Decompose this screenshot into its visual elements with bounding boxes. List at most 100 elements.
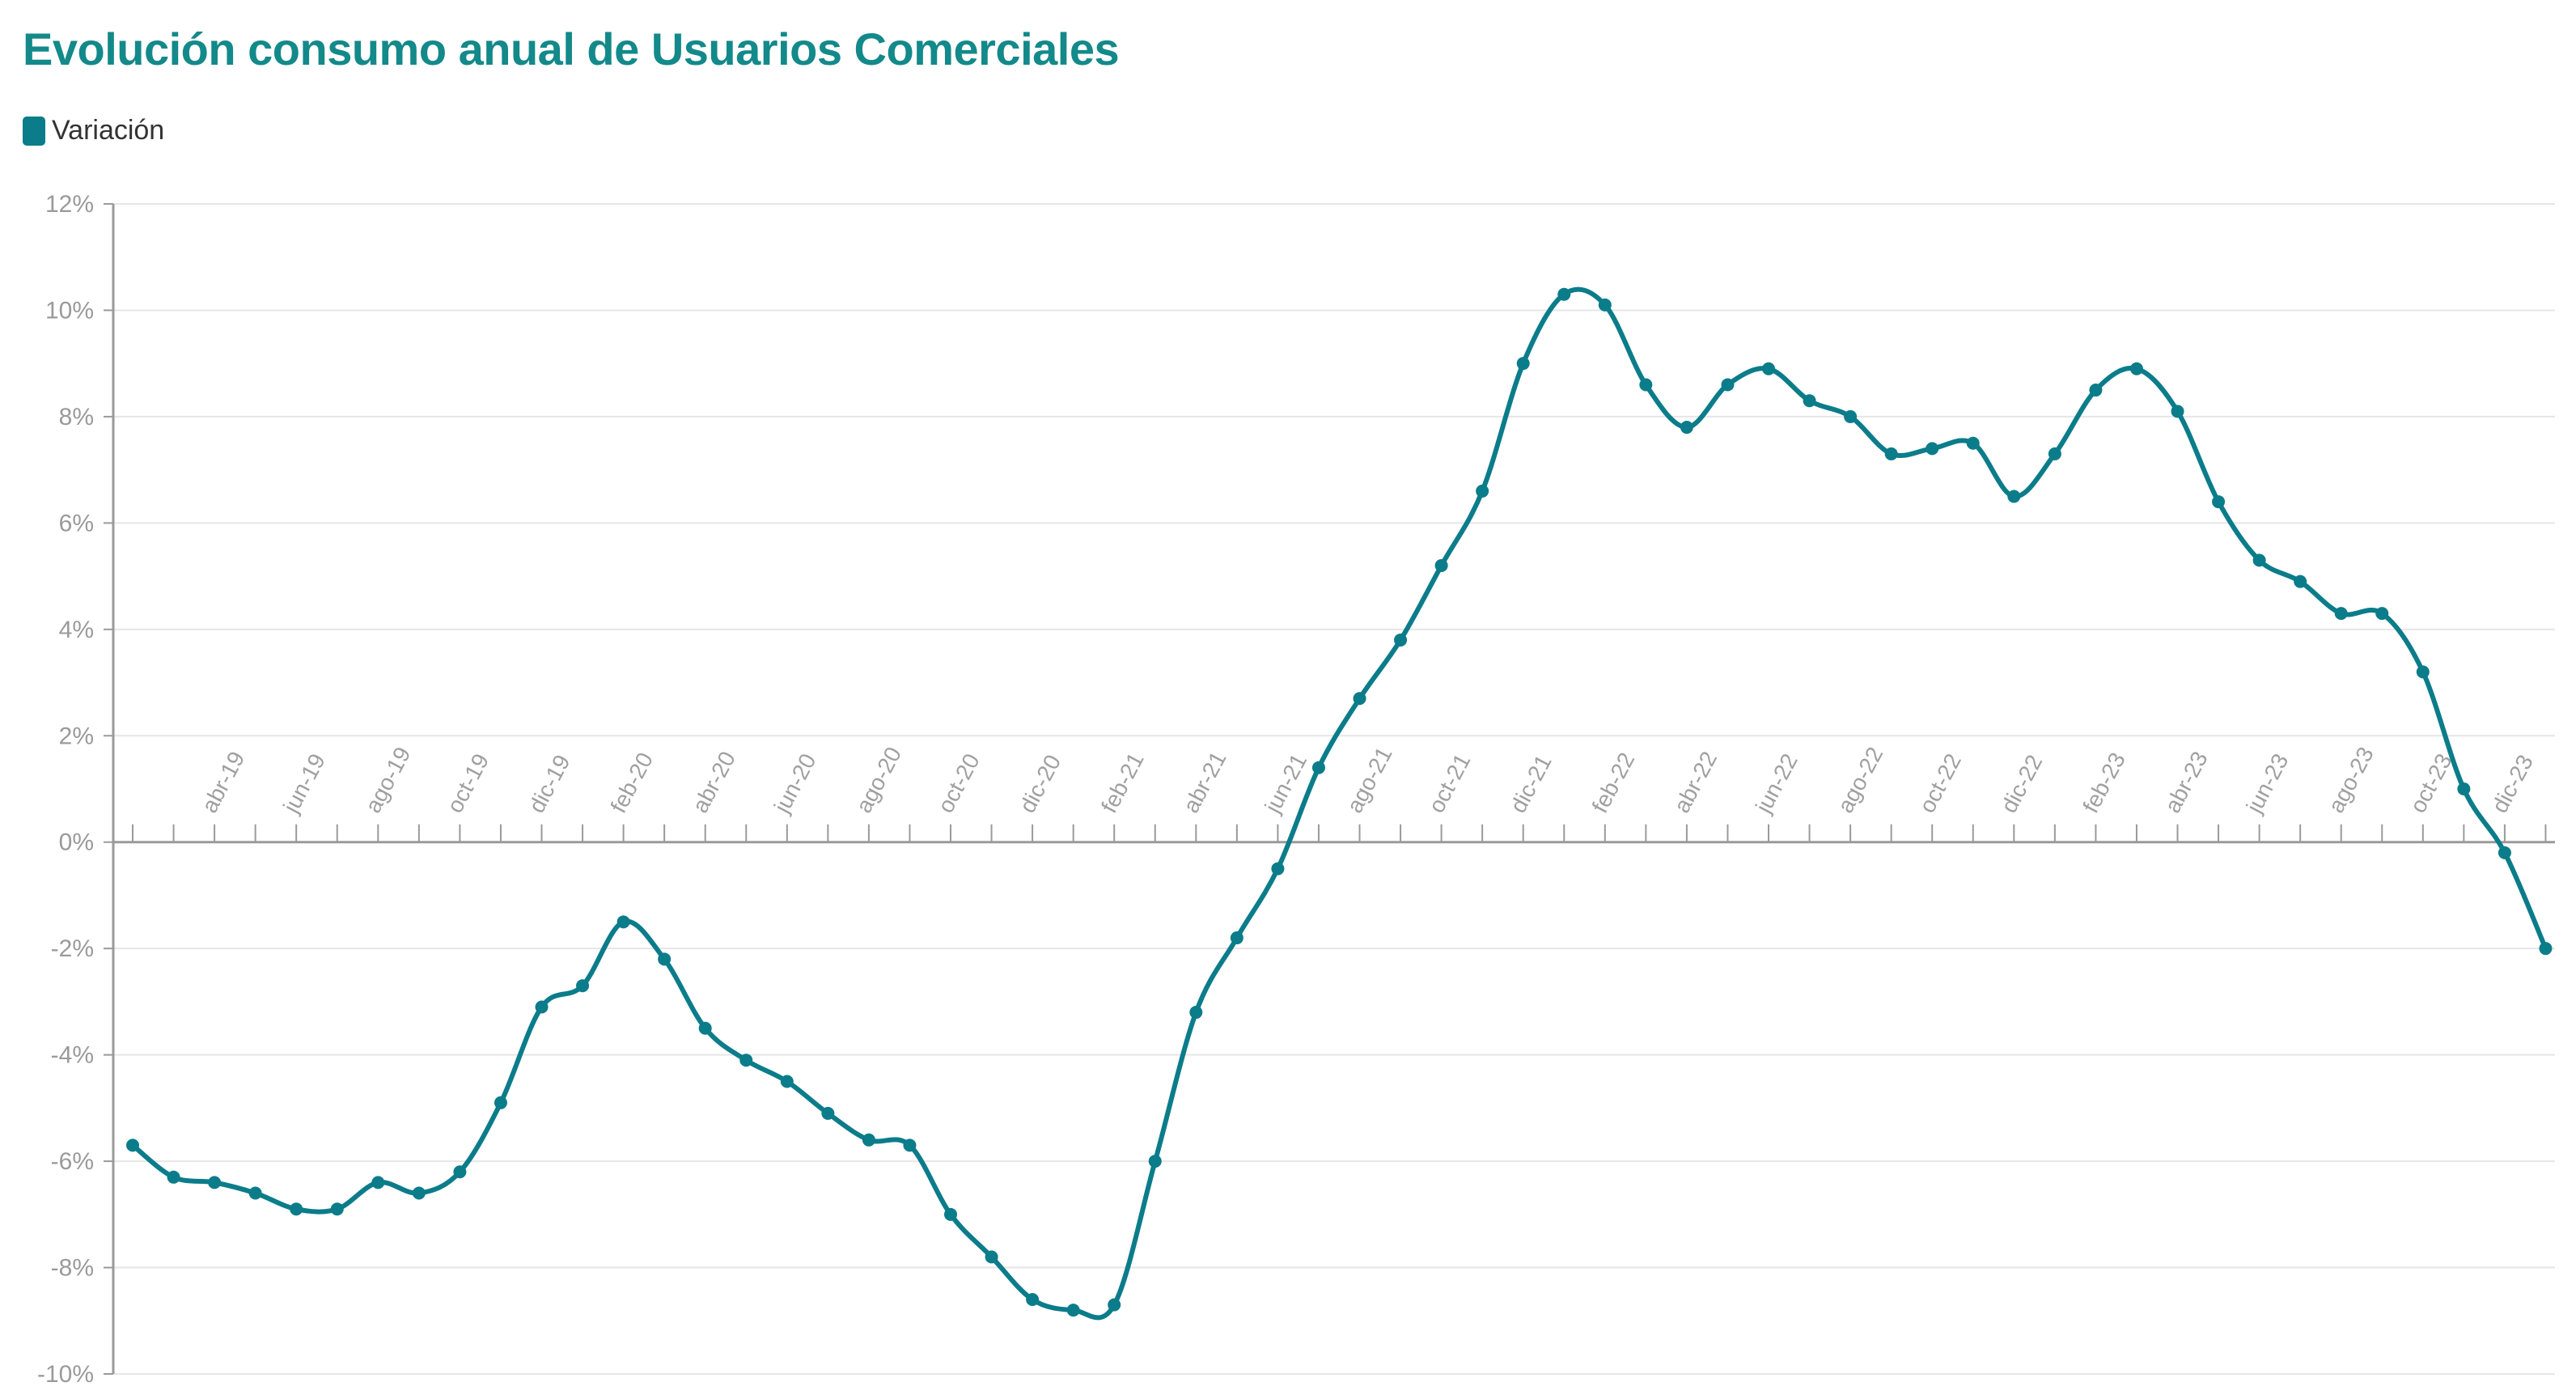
x-tick-label: oct-22 xyxy=(1914,749,1966,816)
x-tick-label: abr-22 xyxy=(1669,748,1722,817)
x-tick-label: dic-21 xyxy=(1506,751,1557,817)
data-point xyxy=(780,1075,794,1088)
x-tick-label: ago-23 xyxy=(2324,743,2379,817)
data-point xyxy=(2089,384,2103,397)
x-tick-label: oct-19 xyxy=(442,749,494,816)
data-point xyxy=(1394,633,1408,647)
data-point xyxy=(1148,1155,1162,1168)
x-tick-label: abr-19 xyxy=(197,748,249,817)
data-point xyxy=(576,979,590,993)
data-point xyxy=(2129,362,2143,375)
data-point xyxy=(2048,447,2061,460)
data-point xyxy=(371,1176,385,1189)
data-point xyxy=(1844,409,1858,423)
x-tick-label: ago-19 xyxy=(360,743,415,817)
data-point xyxy=(1721,378,1735,392)
y-tick-label: 0% xyxy=(59,829,94,856)
data-point xyxy=(658,952,672,966)
x-tick-label: dic-20 xyxy=(1015,751,1066,817)
data-point xyxy=(862,1133,875,1147)
data-point xyxy=(167,1170,180,1184)
x-tick-label: ago-20 xyxy=(851,743,906,817)
x-tick-label: feb-22 xyxy=(1587,748,1640,817)
data-point xyxy=(1476,484,1489,498)
x-tick-label: dic-22 xyxy=(1996,751,2047,817)
y-tick-label: 6% xyxy=(59,510,94,536)
x-tick-label: abr-21 xyxy=(1178,748,1231,817)
x-tick-label: oct-23 xyxy=(2405,749,2457,816)
axes xyxy=(104,203,2555,1375)
data-point xyxy=(1926,442,1939,456)
data-point xyxy=(1762,362,1775,375)
data-point xyxy=(2375,607,2389,621)
y-tick-label: -6% xyxy=(51,1148,94,1175)
data-point xyxy=(903,1138,917,1152)
gridlines xyxy=(113,203,2555,1375)
data-point xyxy=(2334,607,2348,621)
data-point xyxy=(208,1176,222,1189)
data-point xyxy=(1803,394,1816,408)
x-tick-label: oct-21 xyxy=(1424,749,1476,816)
x-tick-label: jun-22 xyxy=(1750,749,1802,817)
data-point xyxy=(412,1186,426,1200)
data-point xyxy=(821,1106,835,1120)
legend: Variación xyxy=(23,115,164,146)
data-point xyxy=(1680,421,1693,435)
x-tick-label: abr-23 xyxy=(2159,748,2212,817)
x-tick-label: feb-21 xyxy=(1096,748,1149,817)
data-point xyxy=(1353,692,1366,706)
data-point xyxy=(453,1165,467,1179)
data-point xyxy=(1434,558,1448,572)
y-tick-label: 2% xyxy=(59,723,94,749)
data-point xyxy=(2416,665,2430,679)
data-point xyxy=(2252,553,2266,567)
data-point xyxy=(330,1202,344,1216)
x-tick-label: jun-19 xyxy=(278,749,330,817)
y-axis-tick-labels: 12% 10% 8% 6% 4% 2% 0% -2% -4% -6% -8% -10% xyxy=(37,191,94,1388)
data-point xyxy=(1230,931,1244,945)
y-tick-label: -2% xyxy=(51,935,94,962)
x-tick-label: ago-22 xyxy=(1832,743,1888,817)
data-point xyxy=(739,1054,753,1067)
data-point xyxy=(698,1021,712,1035)
data-point xyxy=(2498,846,2511,859)
data-point xyxy=(535,1000,549,1014)
x-axis-tick-labels: abr-19 jun-19 ago-19 oct-19 dic-19 feb-20 abr-… xyxy=(197,743,2538,817)
data-point xyxy=(1108,1298,1121,1312)
data-point xyxy=(2457,782,2471,795)
data-point xyxy=(944,1207,957,1221)
x-tick-label: dic-23 xyxy=(2487,751,2538,817)
y-tick-label: -8% xyxy=(51,1255,94,1282)
y-tick-label: -10% xyxy=(37,1361,94,1388)
data-point xyxy=(2539,942,2553,956)
data-point xyxy=(1026,1292,1040,1306)
data-point xyxy=(1189,1006,1203,1020)
data-point xyxy=(1966,436,1980,450)
legend-label: Variación xyxy=(52,115,165,146)
data-point xyxy=(1639,378,1653,392)
data-point xyxy=(126,1138,139,1152)
data-point xyxy=(985,1250,998,1264)
data-point xyxy=(1311,761,1325,774)
y-tick-label: 10% xyxy=(45,297,94,324)
data-point xyxy=(2212,495,2226,509)
y-tick-label: 4% xyxy=(59,617,94,643)
data-point xyxy=(2294,575,2307,588)
data-point xyxy=(616,915,630,929)
series-line xyxy=(130,286,2548,1321)
data-point xyxy=(1066,1304,1080,1317)
x-tick-label: jun-23 xyxy=(2241,749,2293,817)
x-tick-label: abr-20 xyxy=(688,748,740,817)
x-tick-label: jun-20 xyxy=(769,749,820,817)
x-tick-label: feb-20 xyxy=(606,748,659,817)
y-tick-label: 12% xyxy=(45,191,94,218)
x-tick-label: oct-20 xyxy=(933,749,985,816)
y-tick-label: -4% xyxy=(51,1042,94,1069)
data-point xyxy=(494,1096,507,1109)
y-tick-label: 8% xyxy=(59,404,94,430)
x-tick-label: dic-19 xyxy=(523,751,574,817)
data-point xyxy=(1598,298,1612,312)
x-tick-label: feb-23 xyxy=(2078,748,2130,817)
series-variacion xyxy=(126,286,2553,1321)
